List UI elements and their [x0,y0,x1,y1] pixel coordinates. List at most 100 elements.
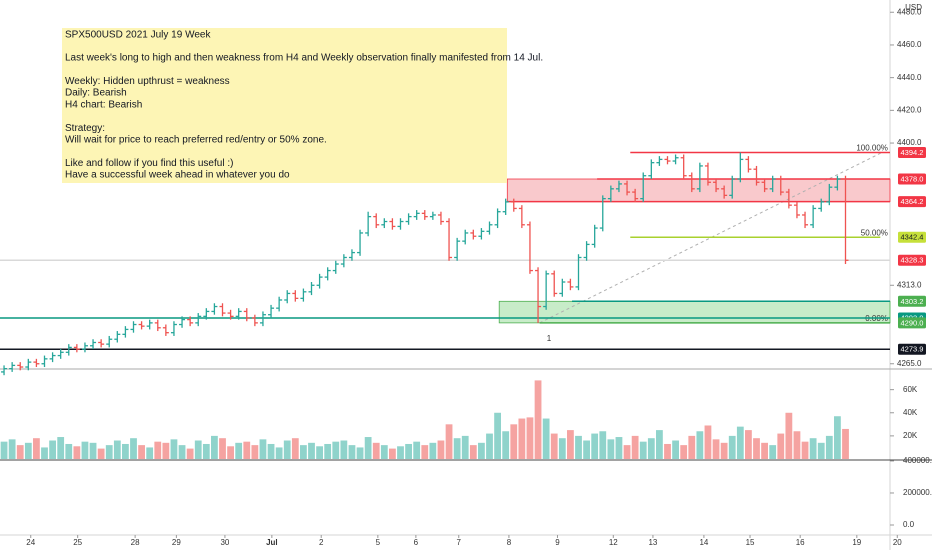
volume-bar [130,438,137,459]
fib-label: 50.00% [861,228,888,237]
volume-bar [122,443,129,459]
volume-bar [364,437,372,459]
x-tick-label: 8 [507,538,512,547]
x-tick-label: 9 [555,538,560,547]
volume-bar [397,446,404,459]
volume-bar [647,438,655,459]
y-tick-label: 40K [903,408,918,417]
volume-bar [146,447,154,459]
volume-bar [105,445,113,459]
volume-bar [405,443,412,459]
volume-bar [275,447,283,459]
volume-bar [728,435,736,459]
note-text: Strategy: [65,123,105,134]
price-tag-box [898,295,926,307]
volume-bar [575,435,582,459]
volume-bar [356,447,364,459]
x-tick-label: 28 [131,538,140,547]
price-tag-label: 4378.0 [901,174,924,183]
y-tick-label: 20K [903,431,918,440]
x-tick-label: 24 [26,538,35,547]
price-tag-label: 4394.2 [901,148,924,157]
volume-bar [308,442,315,459]
y-tick-label: 4460.0 [897,40,922,49]
note-text: Last week's long to high and then weakne… [65,53,543,64]
volume-bar [49,440,56,459]
x-tick-label: 19 [852,538,861,547]
volume-bar [421,445,429,459]
volume-bar [656,430,663,459]
volume-bar [785,412,793,459]
marker-label: 1 [547,334,552,343]
volume-bar [267,443,275,459]
note-text: SPX500USD 2021 July 19 Week [65,30,211,41]
y-tick-label: 4265.0 [897,359,922,368]
volume-bar [251,445,259,459]
volume-bar [558,438,566,459]
y-tick-label: 0.0 [903,520,915,529]
volume-bar [753,438,760,459]
volume-bar [736,426,744,459]
x-tick-label: 15 [746,538,755,547]
volume-bar [599,431,607,459]
volume-bar [745,430,752,459]
volume-bar [16,445,24,459]
volume-bar [518,418,526,459]
volume-bar [486,433,493,459]
volume-bar [8,439,16,459]
volume-bar [526,417,534,459]
price-tag-box [898,231,926,243]
price-tag-box [898,173,926,185]
x-tick-label: Jul [266,538,278,547]
volume-bar [591,433,599,459]
y-tick-label: 4480.0 [897,7,922,16]
fib-label: 100.00% [856,144,888,153]
volume-bar [332,441,340,459]
volume-bar [510,424,518,459]
volume-bar [809,438,817,459]
x-tick-label: 13 [648,538,657,547]
volume-bar [283,440,291,459]
price-tag: 4364.2 [898,196,926,208]
price-tag-label: 4273.9 [901,345,924,354]
volume-bar [97,448,105,459]
price-tag-box [898,343,926,355]
y-tick-label: 400000.0 [903,456,932,465]
volume-bar [138,445,145,459]
x-tick-label: 25 [73,538,82,547]
volume-bar [817,442,825,459]
volume-bar [235,442,243,459]
y-tick-label: 4420.0 [897,105,922,114]
price-tag-box [898,254,926,266]
price-tag: 4328.3 [898,254,926,266]
note-text: Weekly: Hidden upthrust = weakness [65,76,230,87]
x-tick-label: 20 [893,538,902,547]
volume-bar [777,433,785,459]
volume-bar [113,440,121,459]
volume-bar [639,441,647,459]
volume-bar [413,441,421,459]
price-tag-box [898,196,926,208]
fib-trend-line [539,152,883,324]
volume-bar [461,435,469,459]
volume-bar [542,418,550,459]
volume-bar [583,440,590,459]
volume-bar [445,424,453,459]
y-tick-label: 4313.0 [897,280,922,289]
price-tag-box [898,317,926,329]
volume-bar [41,447,48,459]
x-tick-label: 30 [220,538,229,547]
y-tick-label: 60K [903,385,918,394]
volume-bar [81,441,89,459]
price-tag: 4342.4 [898,231,926,243]
volume-bar [33,438,40,459]
price-tag-label: 4303.2 [901,297,924,306]
volume-bar [259,439,267,459]
volume-bar [825,435,833,459]
volume-bar [178,445,186,459]
volume-bar [672,440,679,459]
x-tick-label: 2 [319,538,324,547]
x-tick-label: 16 [796,538,805,547]
x-tick-label: 14 [699,538,708,547]
